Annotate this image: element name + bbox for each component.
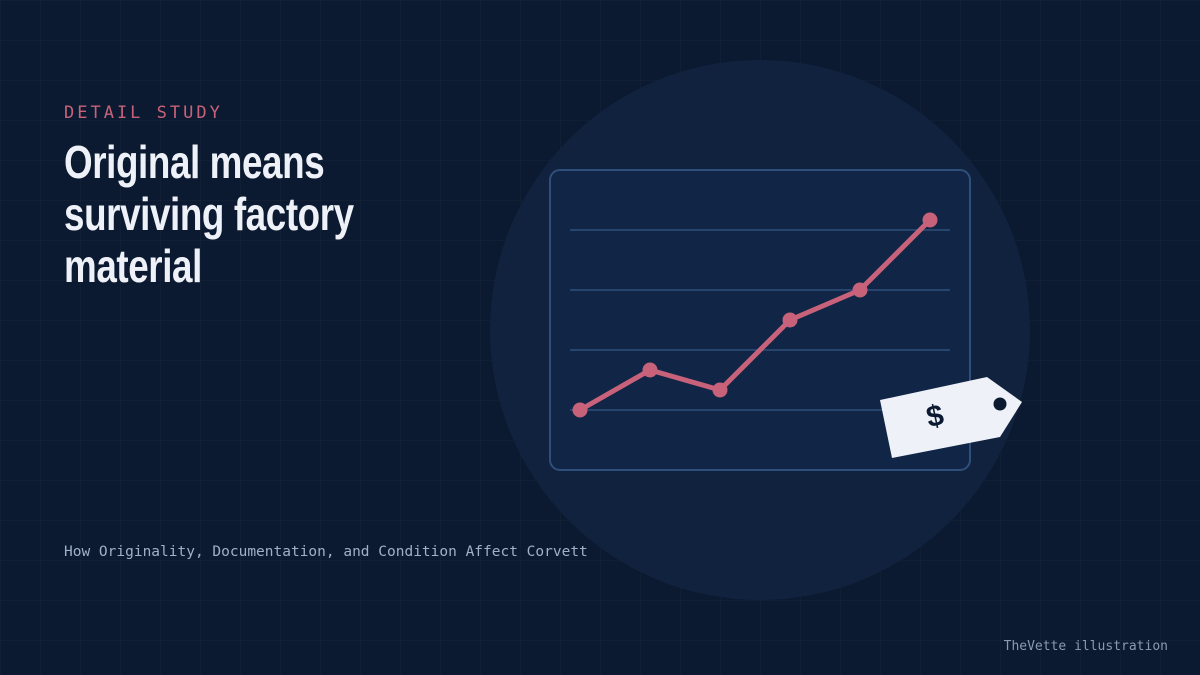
chart-panel <box>549 169 971 471</box>
title-line: Original means <box>64 136 325 188</box>
eyebrow: DETAIL STUDY <box>64 103 223 123</box>
title-line: material <box>64 240 202 292</box>
title-line: surviving factory <box>64 188 354 240</box>
price-tag <box>880 377 1022 458</box>
title: Original means surviving factory materia… <box>64 136 354 292</box>
tag-symbol: $ <box>924 399 947 435</box>
tag-hole <box>993 397 1007 411</box>
trend-line <box>578 218 932 413</box>
credit: TheVette illustration <box>1003 639 1168 654</box>
trend-points <box>572 212 938 418</box>
subtitle: How Originality, Documentation, and Cond… <box>64 544 588 560</box>
